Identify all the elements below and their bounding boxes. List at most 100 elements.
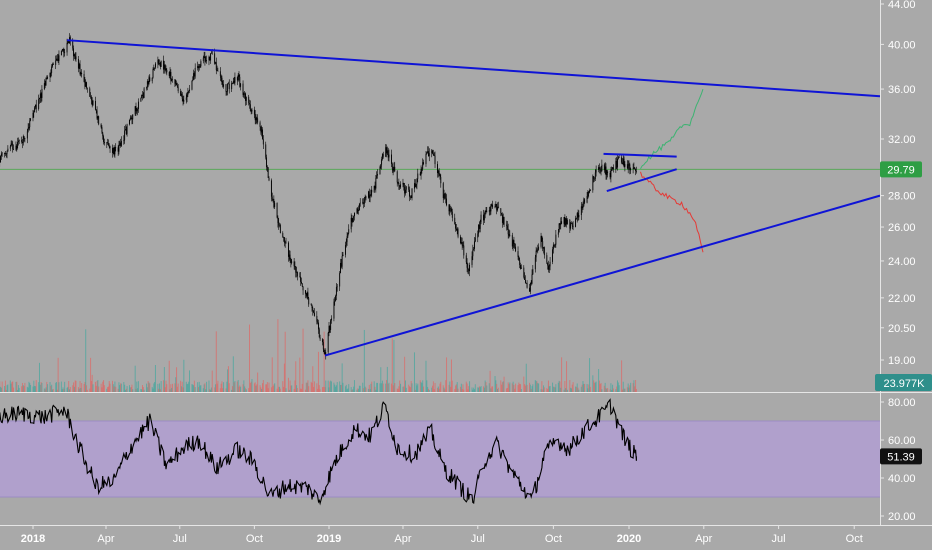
candle-body <box>465 255 467 263</box>
candle-body <box>382 154 384 157</box>
volume-bar <box>255 385 257 392</box>
candle-body <box>137 101 139 110</box>
volume-bar <box>28 381 30 392</box>
candle-body <box>444 194 446 196</box>
volume-bar <box>174 383 176 392</box>
candle-body <box>483 214 484 221</box>
candle-body <box>555 234 557 245</box>
candle-body <box>386 150 388 154</box>
volume-bar <box>244 386 246 392</box>
volume-bar <box>6 385 8 392</box>
volume-bar <box>96 380 98 392</box>
volume-bar <box>249 382 251 392</box>
candle-body <box>630 168 632 171</box>
time-axis[interactable]: 2018 Apr Jul Oct 2019 Apr Jul Oct 2020 Apr Jul Oct <box>21 525 863 545</box>
volume-bar <box>340 384 342 392</box>
volume-bar <box>363 329 365 392</box>
volume-bar <box>23 386 25 392</box>
candle-body <box>519 260 521 265</box>
candle-body <box>572 225 574 227</box>
volume-bar <box>153 383 155 392</box>
candlesticks <box>0 33 637 360</box>
candle-body <box>380 164 382 167</box>
candle-body <box>497 206 498 211</box>
trendlines[interactable] <box>66 39 881 357</box>
volume-bar <box>496 388 498 392</box>
candle-body <box>98 116 100 125</box>
candle-body <box>502 216 504 223</box>
price-tick-label: 22.00 <box>888 293 916 305</box>
volume-bar <box>177 383 179 392</box>
volume-bar <box>559 381 561 392</box>
candle-body <box>553 244 555 246</box>
candle-body <box>469 264 470 272</box>
candle-body <box>146 81 148 88</box>
rsi-axis[interactable]: 80.00 60.00 40.00 20.00 <box>880 397 916 523</box>
candle-body <box>322 339 323 343</box>
candle-body <box>543 247 544 249</box>
volume-bar <box>56 382 58 392</box>
rsi-pane[interactable] <box>0 398 880 506</box>
candle-body <box>448 205 450 212</box>
candle-body <box>427 151 429 154</box>
volume-bar <box>52 388 54 392</box>
candle-body <box>38 99 40 110</box>
volume-bar <box>507 382 509 392</box>
volume-bar <box>132 389 134 392</box>
candle-body <box>250 111 252 112</box>
volume-bar <box>409 386 411 392</box>
candle-body <box>612 167 614 170</box>
candle-body <box>67 41 69 43</box>
volume-bar <box>18 387 20 392</box>
candle-body <box>112 147 114 153</box>
candle-body <box>174 79 176 84</box>
candle-body <box>627 165 629 169</box>
candle-body <box>594 172 596 180</box>
volume-bar <box>324 387 326 392</box>
volume-bar <box>635 388 637 392</box>
volume-bar <box>336 382 338 392</box>
volume-bar <box>500 380 502 392</box>
candle-body <box>86 87 88 89</box>
candle-body <box>34 104 36 108</box>
candle-body <box>474 241 475 249</box>
price-axis[interactable]: 44.00 40.00 36.00 32.00 28.00 26.00 24.00 22.00… <box>880 0 916 367</box>
candle-body <box>547 262 549 266</box>
volume-bar <box>68 389 70 392</box>
volume-bar <box>582 381 584 392</box>
volume-bar <box>73 382 75 392</box>
volume-bar <box>599 383 601 392</box>
candle-body <box>270 180 272 197</box>
volume-bar <box>283 386 285 392</box>
volume-bar <box>460 383 462 392</box>
volume-bar <box>73 386 75 392</box>
volume-bar <box>374 386 376 392</box>
volume-bar <box>362 382 364 392</box>
candle-body <box>566 218 567 225</box>
candle-body <box>210 53 212 61</box>
candle-body <box>295 266 297 273</box>
volume-bar <box>317 351 319 392</box>
volume-bar <box>543 387 545 392</box>
candle-body <box>455 223 457 229</box>
price-tick-label: 36.00 <box>888 84 916 96</box>
volume-bar <box>483 387 485 392</box>
candle-body <box>39 98 40 100</box>
volume-bar <box>77 387 79 392</box>
volume-bar <box>85 329 87 392</box>
volume-bar <box>312 366 314 392</box>
time-tick-label: Apr <box>97 533 114 545</box>
candle-body <box>180 93 182 96</box>
volume-bar <box>251 379 253 392</box>
candle-body <box>559 223 561 225</box>
price-pane[interactable] <box>0 33 881 392</box>
candle-body <box>107 142 109 144</box>
volume-bar <box>386 366 388 392</box>
volume-bar <box>463 389 465 392</box>
candle-body <box>387 150 389 158</box>
volume-bar <box>388 382 390 392</box>
time-tick-label: Oct <box>545 533 562 545</box>
volume-bar <box>588 384 590 392</box>
volume-bar <box>530 388 532 392</box>
candle-body <box>375 177 377 189</box>
